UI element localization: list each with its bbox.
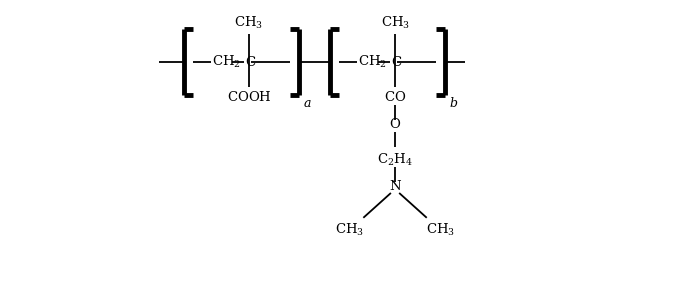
Text: $\mathregular{C_2H_4}$: $\mathregular{C_2H_4}$	[377, 151, 413, 168]
Text: $\mathregular{CH_3}$: $\mathregular{CH_3}$	[235, 15, 263, 31]
Text: a: a	[304, 97, 311, 110]
Text: $\mathregular{COOH}$: $\mathregular{COOH}$	[227, 90, 272, 104]
Text: $\mathregular{CH_2}$: $\mathregular{CH_2}$	[211, 54, 241, 70]
Text: $\mathregular{CH_3}$: $\mathregular{CH_3}$	[380, 15, 410, 31]
Text: $\mathregular{CO}$: $\mathregular{CO}$	[384, 90, 406, 104]
Text: C: C	[391, 55, 401, 69]
Text: N: N	[389, 180, 401, 192]
Text: $\mathregular{CH_2}$: $\mathregular{CH_2}$	[358, 54, 387, 70]
Text: O: O	[389, 118, 401, 131]
Text: $\mathregular{CH_3}$: $\mathregular{CH_3}$	[426, 222, 455, 238]
Text: C: C	[245, 55, 255, 69]
Text: b: b	[450, 97, 458, 110]
Text: $\mathregular{CH_3}$: $\mathregular{CH_3}$	[335, 222, 364, 238]
